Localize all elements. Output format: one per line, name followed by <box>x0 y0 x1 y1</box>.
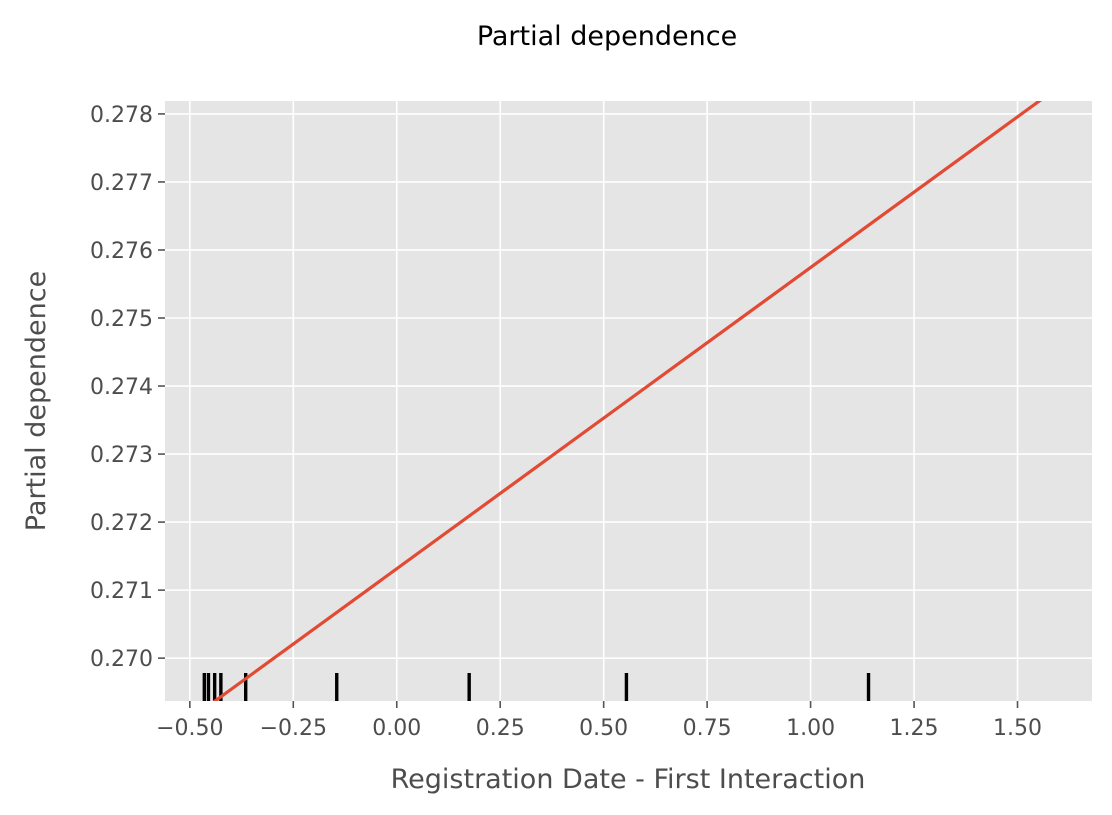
y-tick-label: 0.276 <box>90 239 153 264</box>
x-tick-label: −0.25 <box>260 716 327 741</box>
x-tick-label: 1.50 <box>993 716 1042 741</box>
x-tick-label: 0.75 <box>683 716 732 741</box>
series-lines <box>212 101 1042 701</box>
y-tick-label: 0.277 <box>90 171 153 196</box>
y-tick-label: 0.273 <box>90 443 153 468</box>
rug-marks <box>202 673 871 701</box>
chart-title: Partial dependence <box>477 21 737 52</box>
y-axis-label: Partial dependence <box>21 271 52 531</box>
x-tick-label: 0.00 <box>372 716 421 741</box>
grid-lines <box>165 101 1092 701</box>
x-tick-label: 0.25 <box>476 716 525 741</box>
y-axis-ticks: 0.270 0.271 0.272 0.273 0.274 0.275 0.276 0.277… <box>90 103 165 672</box>
x-tick-label: 1.00 <box>786 716 835 741</box>
y-tick-label: 0.278 <box>90 103 153 128</box>
y-tick-label: 0.274 <box>90 375 153 400</box>
x-axis-ticks: −0.50 −0.25 0.00 0.25 0.50 0.75 1.00 1.25 1.50 <box>156 701 1042 741</box>
y-tick-label: 0.271 <box>90 579 153 604</box>
partial-dependence-line <box>212 101 1042 701</box>
x-tick-label: 0.50 <box>579 716 628 741</box>
y-tick-label: 0.270 <box>90 647 153 672</box>
x-axis-label: Registration Date - First Interaction <box>391 764 866 795</box>
y-tick-label: 0.275 <box>90 307 153 332</box>
x-tick-label: −0.50 <box>156 716 223 741</box>
x-tick-label: 1.25 <box>890 716 939 741</box>
y-tick-label: 0.272 <box>90 511 153 536</box>
